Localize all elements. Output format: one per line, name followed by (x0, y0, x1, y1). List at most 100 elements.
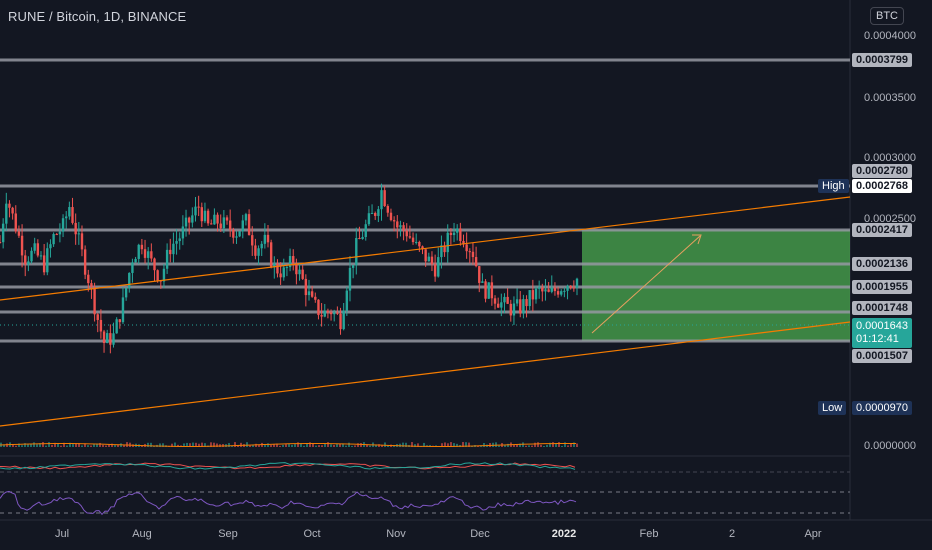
volume-bar (69, 442, 71, 447)
volume-bar (447, 443, 449, 447)
candle-body (228, 220, 232, 230)
volume-bar (483, 442, 485, 447)
volume-bar (555, 444, 557, 447)
lower-trendline[interactable] (0, 321, 851, 427)
candles-group (0, 183, 579, 354)
x-tick-label: 2 (728, 528, 736, 540)
candle-body (569, 285, 572, 288)
candle-body (87, 274, 90, 284)
candle-body (310, 291, 314, 297)
candle-body (446, 232, 449, 253)
volume-bar (195, 442, 197, 447)
candle-body (449, 232, 453, 236)
candle-body (380, 190, 383, 210)
volume-bar (540, 444, 542, 447)
candle-body (525, 299, 528, 307)
volume-bar (18, 443, 20, 447)
currency-button[interactable]: BTC (870, 7, 904, 25)
candle-body (244, 214, 248, 221)
volume-bar (228, 443, 230, 447)
volume-bar (354, 445, 356, 447)
volume-bar (189, 443, 191, 447)
volume-bar (264, 445, 266, 447)
y-tick-label: 0.0003000 (864, 152, 916, 164)
candle-body (222, 217, 226, 229)
candle-body (36, 243, 40, 256)
upper-trendline[interactable] (0, 196, 851, 301)
candle-body (550, 287, 553, 292)
x-tick-label: Sep (218, 528, 238, 540)
candle-body (471, 251, 475, 258)
candle-body (433, 264, 437, 277)
volume-bar (99, 442, 101, 447)
candle-body (276, 263, 279, 274)
bar-countdown: 01:12:41 (856, 333, 899, 345)
candle-body (484, 281, 487, 299)
volume-bar (171, 443, 173, 447)
candle-body (329, 312, 333, 315)
volume-bar (123, 445, 125, 447)
candle-body (339, 313, 342, 330)
volume-bar (381, 445, 383, 447)
rsi-line (0, 490, 577, 516)
volume-bar (315, 445, 317, 447)
volume-bar (57, 443, 59, 447)
candle-body (298, 269, 301, 275)
volume-bar (546, 444, 548, 447)
volume-bar (405, 442, 407, 447)
candle-body (71, 207, 74, 223)
volume-bar (456, 443, 458, 447)
volume-bar (345, 445, 347, 447)
candle-body (124, 288, 128, 298)
volume-bar (294, 444, 296, 447)
candle-body (24, 255, 27, 265)
volume-bar (282, 444, 284, 447)
candle-body (396, 221, 399, 228)
candle-body (443, 245, 446, 253)
volume-bar (231, 445, 233, 447)
candle-body (317, 299, 320, 316)
volume-bar (54, 442, 56, 447)
volume-bar (93, 444, 95, 447)
volume-bar (21, 445, 23, 447)
candle-body (560, 291, 563, 295)
candle-body (17, 231, 21, 236)
candle-body (96, 314, 99, 320)
volume-bar (255, 443, 257, 447)
volume-bar (42, 442, 44, 447)
volume-bar (561, 445, 563, 447)
candle-body (232, 229, 235, 238)
volume-bar (318, 445, 320, 447)
candle-body (257, 248, 260, 256)
volume-bar (519, 443, 521, 447)
candle-body (424, 249, 427, 262)
current-price-label: 0.0001643 01:12:41 (852, 318, 912, 348)
volume-bar (450, 442, 452, 447)
candle-body (216, 214, 219, 224)
candle-body (93, 287, 96, 315)
projection-arrowhead (692, 234, 702, 245)
candle-body (348, 267, 352, 291)
candle-body (459, 228, 462, 241)
candle-body (487, 282, 490, 299)
volume-bar (411, 442, 413, 447)
price-label-2136: 0.0002136 (852, 257, 912, 271)
volume-ma-line (0, 443, 577, 447)
y-tick-label: 0.0003500 (864, 92, 916, 104)
candle-body (421, 246, 424, 250)
candle-body (279, 273, 282, 278)
volume-bar (495, 442, 497, 447)
candle-body (134, 258, 137, 263)
volume-bar (192, 442, 194, 447)
volume-bar (183, 443, 185, 447)
candle-body (522, 299, 525, 314)
volume-bar (465, 442, 467, 447)
candle-body (537, 287, 541, 289)
candle-body (405, 230, 408, 237)
projection-arrow[interactable] (591, 235, 701, 334)
candle-body (314, 296, 317, 300)
price-label-2780: 0.0002780 (852, 164, 912, 178)
macd-line (0, 462, 576, 470)
volume-bar (339, 443, 341, 447)
